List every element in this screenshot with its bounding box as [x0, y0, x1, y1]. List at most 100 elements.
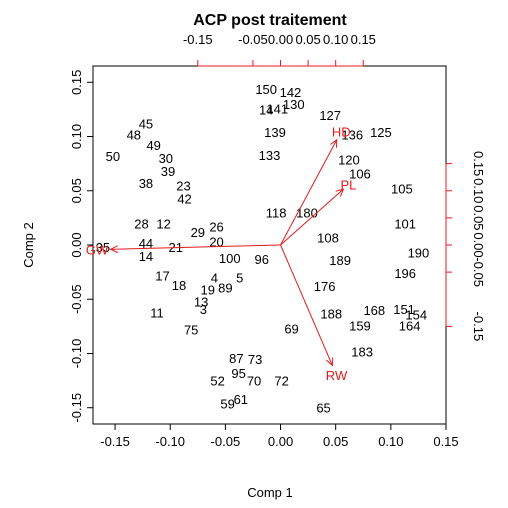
x-tick-label: 0.05	[323, 434, 348, 449]
chart-title: ACP post traitement	[193, 12, 347, 29]
observation-label: 20	[209, 235, 223, 250]
observation-label: 12	[156, 216, 170, 231]
observation-label: 59	[220, 396, 234, 411]
observation-label: 13	[194, 294, 208, 309]
x-axis-top-loadings: -0.15 -0.05 0.00 0.05 0.10 0.15	[183, 32, 376, 67]
variable-arrow-shaft	[280, 244, 333, 366]
observation-label: 127	[319, 108, 341, 123]
observation-label: 189	[329, 253, 351, 268]
top-tick-label: -0.05	[238, 32, 268, 47]
top-tick-label: 0.00	[268, 32, 293, 47]
observation-label: 44	[139, 236, 153, 251]
x-axis-title: Comp 1	[247, 485, 293, 500]
observation-label: 61	[234, 392, 248, 407]
right-tick-label: -0.15	[471, 312, 486, 342]
observation-label: 183	[351, 344, 373, 359]
observation-label: 154	[405, 307, 427, 322]
variable-arrow-head	[330, 138, 338, 148]
observation-label: 164	[399, 318, 421, 333]
observation-label: 100	[219, 251, 241, 266]
observation-label: 188	[320, 306, 342, 321]
observation-label: 150	[255, 82, 277, 97]
observation-label: 151	[393, 302, 415, 317]
observation-label: 106	[349, 166, 371, 181]
variable-arrows: GW RW PL HD	[86, 124, 357, 383]
top-tick-label: 0.10	[323, 32, 348, 47]
observation-label: 35	[96, 240, 110, 255]
x-tick-label: -0.05	[211, 434, 241, 449]
observation-label: 23	[176, 178, 190, 193]
variable-label: PL	[340, 178, 356, 193]
x-tick-label: 0.00	[268, 434, 293, 449]
observation-label: 29	[191, 225, 205, 240]
y-tick-label: 0.15	[69, 70, 84, 95]
observation-label: 136	[341, 127, 363, 142]
variable-arrow-shaft	[280, 139, 338, 246]
x-tick-label: -0.10	[155, 434, 185, 449]
y-tick-label: 0.05	[69, 178, 84, 203]
variable-arrow-head	[335, 188, 345, 197]
observation-label: 18	[172, 278, 186, 293]
y-axis-left: -0.15 -0.10 -0.05 0.00 0.05 0.10 0.15	[69, 70, 94, 423]
observation-label: 52	[210, 374, 224, 389]
observation-label: 133	[259, 148, 281, 163]
observation-label: 48	[127, 127, 141, 142]
observation-label: 108	[317, 230, 339, 245]
right-tick-label: -0.05	[471, 257, 486, 287]
y-tick-label: -0.10	[69, 339, 84, 369]
observation-label: 196	[394, 266, 416, 281]
observation-label: 120	[338, 152, 360, 167]
observation-label: 65	[316, 401, 330, 416]
observation-label: 95	[231, 366, 245, 381]
observation-label: 39	[161, 164, 175, 179]
observation-label: 75	[184, 323, 198, 338]
right-tick-label: 0.00	[471, 232, 486, 257]
x-tick-label: 0.10	[378, 434, 403, 449]
observation-label: 38	[139, 176, 153, 191]
variable-arrow-shaft	[110, 244, 281, 250]
top-tick-label: -0.15	[183, 32, 213, 47]
observation-label: 42	[177, 191, 191, 206]
observation-label: 70	[247, 374, 261, 389]
observation-label: 105	[391, 182, 413, 197]
y-tick-label: 0.00	[69, 232, 84, 257]
observation-label: 176	[314, 279, 336, 294]
observation-label: 141	[266, 101, 288, 116]
y-tick-label: -0.05	[69, 284, 84, 314]
observation-label: 139	[264, 125, 286, 140]
observation-label: 14	[259, 102, 273, 117]
variable-label: GW	[86, 243, 109, 258]
observation-label: 168	[363, 303, 385, 318]
observation-label: 130	[283, 97, 305, 112]
observation-label: 96	[255, 252, 269, 267]
top-tick-label: 0.05	[295, 32, 320, 47]
observation-label: 89	[218, 280, 232, 295]
variable-label: RW	[326, 368, 348, 383]
observation-label: 4	[211, 271, 218, 286]
observation-label: 180	[296, 205, 318, 220]
variable-arrow-head	[109, 245, 119, 254]
observation-label: 69	[284, 322, 298, 337]
y-tick-label: -0.15	[69, 393, 84, 423]
observation-label: 5	[236, 271, 243, 286]
observation-label: 3	[200, 302, 207, 317]
observation-label: 87	[229, 351, 243, 366]
y-axis-title: Comp 2	[21, 222, 36, 268]
observation-label: 159	[349, 318, 371, 333]
observation-label: 142	[280, 85, 302, 100]
observation-label: 45	[139, 116, 153, 131]
observation-label: 17	[155, 268, 169, 283]
top-tick-label: 0.15	[351, 32, 376, 47]
x-tick-label: 0.15	[433, 434, 458, 449]
observation-label: 49	[146, 138, 160, 153]
observation-label: 30	[159, 151, 173, 166]
observation-label: 50	[106, 149, 120, 164]
variable-arrow-shaft	[280, 188, 344, 246]
observation-label: 11	[150, 305, 164, 320]
observation-label: 190	[408, 246, 430, 261]
observation-label: 125	[370, 125, 392, 140]
observation-label: 14	[139, 249, 153, 264]
y-tick-label: 0.10	[69, 124, 84, 149]
x-axis-bottom: -0.15 -0.10 -0.05 0.00 0.05 0.10 0.15	[100, 423, 459, 449]
